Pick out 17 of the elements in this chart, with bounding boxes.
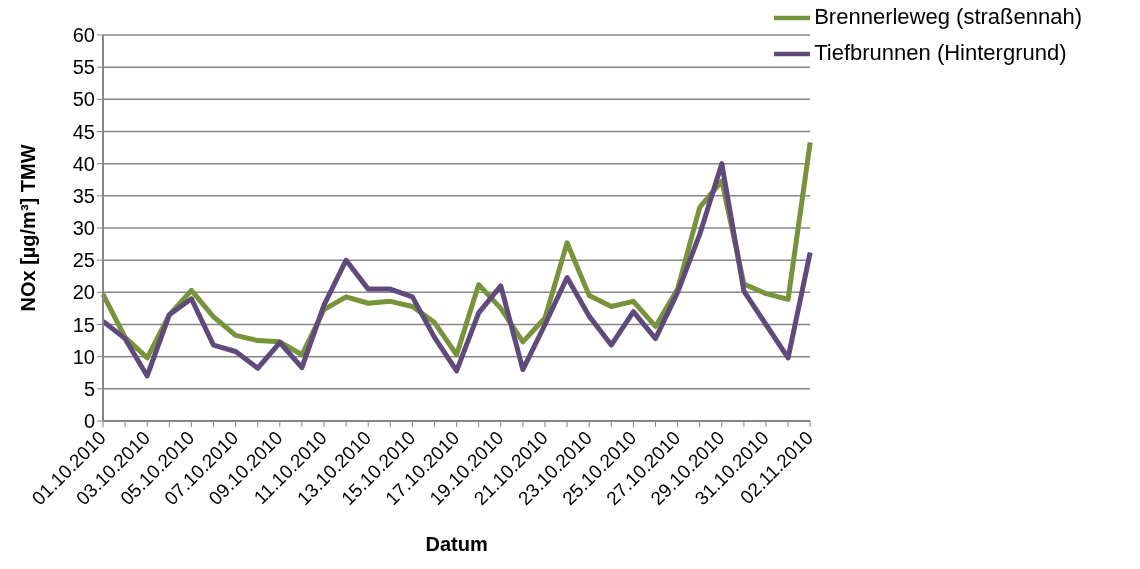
x-axis-title: Datum: [425, 533, 488, 555]
y-axis-title: NOx [µg/m³] TMW: [17, 144, 40, 312]
y-tick-label: 45: [72, 120, 95, 143]
y-tick-label: 25: [72, 249, 95, 272]
y-tick-label: 55: [72, 56, 95, 79]
legend-label: Tiefbrunnen (Hintergrund): [814, 39, 1067, 65]
y-tick-label: 40: [72, 152, 95, 175]
legend-label: Brennerleweg (straßennah): [814, 3, 1082, 29]
y-tick-label: 50: [72, 88, 95, 111]
y-tick-label: 15: [72, 313, 95, 336]
y-tick-label: 0: [83, 410, 95, 433]
y-tick-label: 5: [83, 377, 95, 400]
y-tick-label: 30: [72, 217, 95, 240]
y-tick-label: 20: [72, 281, 95, 304]
y-tick-label: 60: [72, 24, 95, 47]
y-tick-label: 10: [72, 345, 95, 368]
y-tick-label: 35: [72, 184, 95, 207]
